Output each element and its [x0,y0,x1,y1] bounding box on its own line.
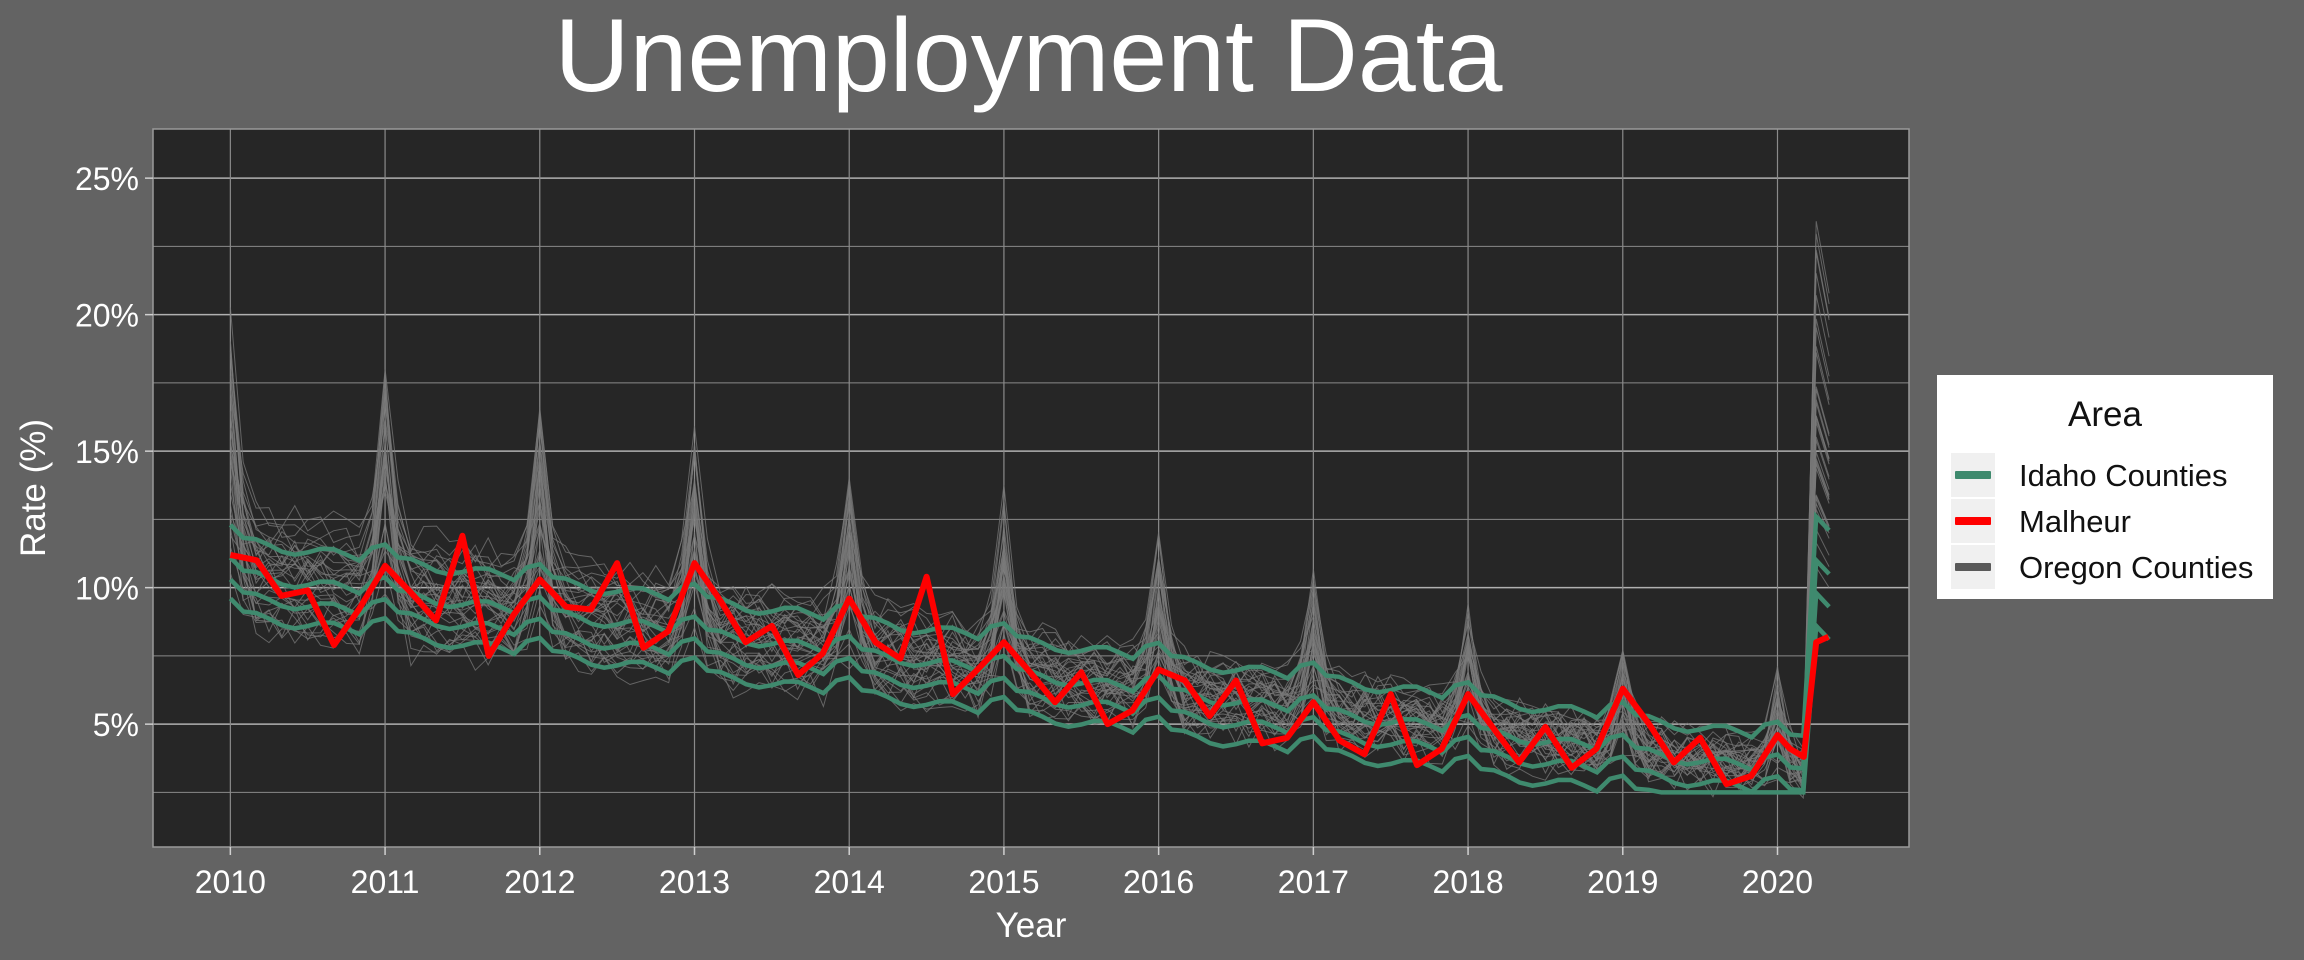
legend-label-malheur: Malheur [2019,504,2131,539]
legend-key-idaho [1951,453,1995,497]
oregon-county-line [229,233,1830,770]
x-tick-label: 2019 [1587,864,1658,900]
x-tick-label: 2018 [1432,864,1503,900]
x-axis-label: Year [996,906,1067,945]
idaho-county-line [228,511,1831,740]
y-axis-ticks: 5% 10% 15% 20% 25% [75,161,153,743]
y-tick-label: 20% [75,298,139,334]
x-tick-label: 2013 [659,864,730,900]
major-gridlines [153,129,1909,847]
x-tick-label: 2012 [504,864,575,900]
legend-title: Area [2068,395,2142,434]
chart-title: Unemployment Data [554,0,1503,114]
y-tick-label: 15% [75,434,139,470]
y-tick-label: 10% [75,571,139,607]
y-tick-label: 25% [75,161,139,197]
legend-key-malheur [1951,499,1995,543]
legend-item-idaho-counties: Idaho Counties [1951,453,2271,497]
x-tick-label: 2020 [1742,864,1813,900]
x-tick-label: 2014 [814,864,885,900]
x-axis-ticks: 2010 2011 2012 2013 2014 2015 2016 2017 2018 2019… [195,847,1813,900]
minor-gridlines [153,245,1909,793]
x-tick-label: 2016 [1123,864,1194,900]
x-tick-label: 2017 [1278,864,1349,900]
idaho-county-line [228,577,1831,795]
legend: Area Idaho Counties Malheur Oregon Count… [1937,375,2273,599]
legend-item-oregon-counties: Oregon Counties [1951,545,2271,589]
malheur-line-group [229,532,1830,788]
legend-label-idaho: Idaho Counties [2019,458,2228,493]
y-axis-label: Rate (%) [14,419,53,557]
malheur-series-line [229,532,1830,788]
plot-border [152,128,1910,848]
legend-item-malheur: Malheur [1951,499,2271,543]
oregon-county-line [229,350,1830,769]
oregon-county-line [229,341,1830,778]
y-tick-label: 5% [93,707,139,743]
x-tick-label: 2010 [195,864,266,900]
x-tick-label: 2011 [351,864,420,900]
oregon-county-line [229,368,1830,774]
legend-key-oregon [1951,545,1995,589]
x-tick-label: 2015 [968,864,1039,900]
legend-label-oregon: Oregon Counties [2019,550,2254,585]
oregon-county-line [229,452,1830,792]
